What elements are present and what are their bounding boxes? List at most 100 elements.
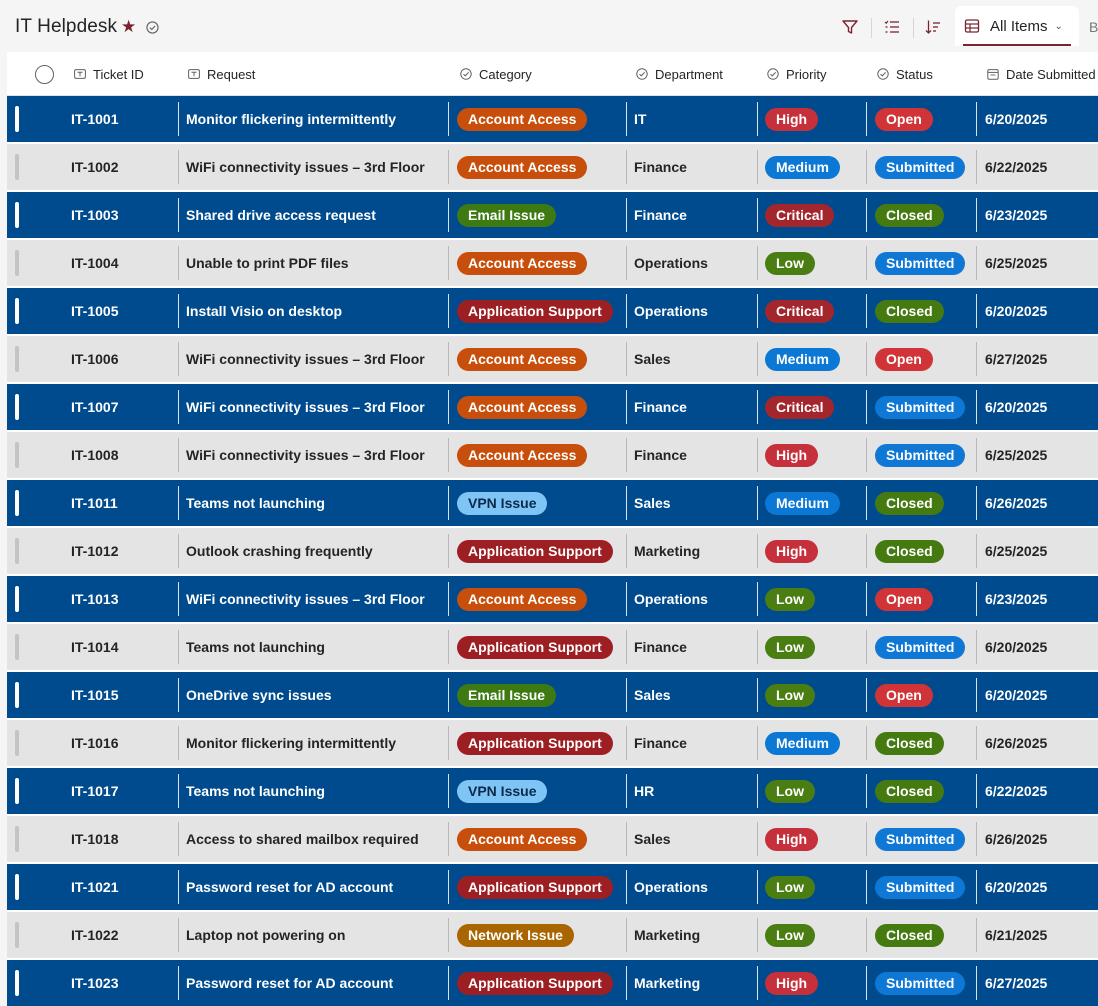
status-pill[interactable]: Submitted: [875, 443, 966, 467]
priority-pill[interactable]: Low: [765, 635, 815, 659]
status-pill[interactable]: Submitted: [875, 827, 966, 851]
status-pill[interactable]: Closed: [875, 539, 944, 563]
check-circle-icon[interactable]: [146, 21, 159, 34]
status-pill[interactable]: Submitted: [875, 395, 966, 419]
ticket-id-cell[interactable]: IT-1013: [71, 591, 119, 607]
category-cell[interactable]: Account Access: [457, 816, 625, 862]
row-drag-handle[interactable]: [15, 106, 19, 132]
priority-pill[interactable]: High: [765, 443, 819, 467]
priority-cell[interactable]: Low: [765, 672, 865, 718]
request-cell[interactable]: Password reset for AD account: [186, 975, 394, 991]
priority-cell[interactable]: Low: [765, 912, 865, 958]
request-cell[interactable]: Access to shared mailbox required: [186, 831, 419, 847]
ticket-id-cell[interactable]: IT-1018: [71, 831, 119, 847]
status-pill[interactable]: Submitted: [875, 875, 966, 899]
priority-cell[interactable]: Low: [765, 624, 865, 670]
row-drag-handle[interactable]: [15, 826, 19, 852]
priority-cell[interactable]: Critical: [765, 384, 865, 430]
priority-cell[interactable]: Low: [765, 240, 865, 286]
priority-pill[interactable]: Critical: [765, 395, 835, 419]
priority-cell[interactable]: Low: [765, 576, 865, 622]
priority-cell[interactable]: High: [765, 960, 865, 1006]
ticket-id-cell[interactable]: IT-1015: [71, 687, 119, 703]
department-cell[interactable]: Operations: [634, 591, 708, 607]
date-submitted-cell[interactable]: 6/27/2025: [985, 975, 1048, 991]
ticket-id-cell[interactable]: IT-1003: [71, 207, 119, 223]
column-header-department[interactable]: Department: [636, 52, 723, 96]
category-pill[interactable]: Application Support: [457, 299, 613, 323]
table-row[interactable]: IT-1008 WiFi connectivity issues – 3rd Fl…: [7, 432, 1098, 478]
category-pill[interactable]: Account Access: [457, 251, 588, 275]
category-pill[interactable]: Account Access: [457, 395, 588, 419]
priority-pill[interactable]: High: [765, 107, 819, 131]
request-cell[interactable]: Password reset for AD account: [186, 879, 394, 895]
request-cell[interactable]: Install Visio on desktop: [186, 303, 343, 319]
priority-pill[interactable]: Low: [765, 587, 815, 611]
priority-pill[interactable]: Medium: [765, 731, 840, 755]
status-pill[interactable]: Closed: [875, 923, 944, 947]
category-pill[interactable]: VPN Issue: [457, 491, 548, 515]
department-cell[interactable]: Operations: [634, 255, 708, 271]
priority-cell[interactable]: Low: [765, 768, 865, 814]
row-drag-handle[interactable]: [15, 442, 19, 468]
category-pill[interactable]: Account Access: [457, 347, 588, 371]
column-header-date-submitted[interactable]: Date Submitted: [987, 52, 1096, 96]
row-drag-handle[interactable]: [15, 202, 19, 228]
view-selector[interactable]: All Items ⌄: [955, 6, 1079, 46]
date-submitted-cell[interactable]: 6/22/2025: [985, 783, 1048, 799]
department-cell[interactable]: Marketing: [634, 975, 701, 991]
ticket-id-cell[interactable]: IT-1007: [71, 399, 119, 415]
category-cell[interactable]: VPN Issue: [457, 768, 625, 814]
ticket-id-cell[interactable]: IT-1016: [71, 735, 119, 751]
status-pill[interactable]: Open: [875, 587, 933, 611]
request-cell[interactable]: Teams not launching: [186, 639, 325, 655]
status-cell[interactable]: Submitted: [875, 624, 975, 670]
priority-pill[interactable]: Medium: [765, 491, 840, 515]
category-cell[interactable]: Account Access: [457, 144, 625, 190]
department-cell[interactable]: Finance: [634, 447, 687, 463]
row-drag-handle[interactable]: [15, 394, 19, 420]
department-cell[interactable]: Finance: [634, 207, 687, 223]
date-submitted-cell[interactable]: 6/20/2025: [985, 399, 1048, 415]
table-row[interactable]: IT-1021 Password reset for AD account Appl…: [7, 864, 1098, 910]
ticket-id-cell[interactable]: IT-1022: [71, 927, 119, 943]
row-drag-handle[interactable]: [15, 586, 19, 612]
request-cell[interactable]: Outlook crashing frequently: [186, 543, 373, 559]
department-cell[interactable]: Marketing: [634, 927, 701, 943]
category-cell[interactable]: Application Support: [457, 720, 625, 766]
row-drag-handle[interactable]: [15, 634, 19, 660]
table-row[interactable]: IT-1012 Outlook crashing frequently Applic…: [7, 528, 1098, 574]
category-cell[interactable]: Account Access: [457, 96, 625, 142]
priority-pill[interactable]: Critical: [765, 203, 835, 227]
category-cell[interactable]: Application Support: [457, 624, 625, 670]
status-cell[interactable]: Closed: [875, 192, 975, 238]
status-pill[interactable]: Open: [875, 107, 933, 131]
table-row[interactable]: IT-1022 Laptop not powering on Network Iss…: [7, 912, 1098, 958]
ticket-id-cell[interactable]: IT-1011: [71, 495, 118, 511]
priority-cell[interactable]: Medium: [765, 480, 865, 526]
category-pill[interactable]: Application Support: [457, 875, 613, 899]
ticket-id-cell[interactable]: IT-1014: [71, 639, 119, 655]
request-cell[interactable]: WiFi connectivity issues – 3rd Floor: [186, 447, 425, 463]
request-cell[interactable]: Monitor flickering intermittently: [186, 111, 397, 127]
list-icon[interactable]: [881, 16, 903, 38]
category-pill[interactable]: Network Issue: [457, 923, 574, 947]
priority-cell[interactable]: Critical: [765, 288, 865, 334]
date-submitted-cell[interactable]: 6/23/2025: [985, 591, 1048, 607]
category-cell[interactable]: Account Access: [457, 336, 625, 382]
priority-cell[interactable]: Medium: [765, 720, 865, 766]
status-cell[interactable]: Submitted: [875, 432, 975, 478]
request-cell[interactable]: Monitor flickering intermittently: [186, 735, 397, 751]
request-cell[interactable]: WiFi connectivity issues – 3rd Floor: [186, 591, 425, 607]
status-pill[interactable]: Closed: [875, 731, 944, 755]
priority-pill[interactable]: Low: [765, 683, 815, 707]
category-pill[interactable]: Account Access: [457, 155, 588, 179]
priority-cell[interactable]: Medium: [765, 336, 865, 382]
priority-cell[interactable]: High: [765, 816, 865, 862]
table-row[interactable]: IT-1003 Shared drive access request Email …: [7, 192, 1098, 238]
category-cell[interactable]: Email Issue: [457, 192, 625, 238]
status-pill[interactable]: Open: [875, 683, 933, 707]
status-pill[interactable]: Submitted: [875, 251, 966, 275]
star-icon[interactable]: ★: [121, 17, 137, 36]
row-drag-handle[interactable]: [15, 346, 19, 372]
